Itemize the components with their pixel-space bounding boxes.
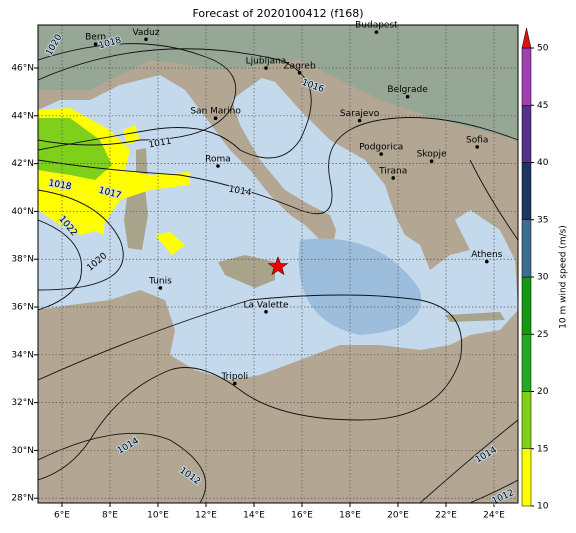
colorbar-tick-label: 25 (537, 330, 548, 340)
city-dot (379, 152, 384, 156)
colorbar-band (521, 334, 532, 392)
sardinia (124, 188, 148, 250)
city-label: Belgrade (387, 85, 428, 95)
y-tick-label: 44°N (11, 111, 34, 121)
x-tick-label: 12°E (195, 511, 217, 521)
event-star (267, 256, 289, 276)
title: Forecast of 2020100412 (f168) (192, 7, 363, 20)
city-dot (374, 30, 379, 34)
city-label: Sofia (466, 135, 488, 145)
colorbar-tick-label: 45 (537, 101, 548, 111)
isobar (38, 294, 463, 481)
city-label: Zagreb (284, 61, 316, 71)
wind-patch (90, 125, 185, 255)
city-dot (475, 145, 480, 149)
isobar (38, 219, 82, 311)
colorbar-tick-label: 20 (537, 387, 549, 397)
x-tick-label: 18°E (339, 511, 361, 521)
colorbar-band (521, 162, 532, 220)
y-tick-label: 40°N (11, 207, 34, 217)
isobar (469, 159, 518, 241)
city-label: Budapest (355, 21, 398, 31)
city-dot (264, 66, 268, 70)
city-dot (216, 164, 220, 168)
colorbar-band (521, 276, 532, 335)
colorbar-tick-label: 15 (537, 444, 548, 454)
y-tick-label: 46°N (11, 64, 34, 74)
city-dot (233, 381, 237, 386)
isobar (38, 189, 124, 291)
colorbar-tick-label: 50 (537, 44, 549, 54)
x-tick-label: 10°E (147, 511, 169, 521)
y-tick-label: 32°N (11, 398, 34, 408)
city-label: Sarajevo (340, 109, 380, 119)
colorbar-extend (521, 27, 532, 49)
x-tick-label: 20°E (387, 511, 409, 521)
y-tick-label: 28°N (11, 494, 34, 504)
city-dot (357, 118, 362, 123)
x-tick-label: 8°E (102, 511, 118, 521)
colorbar-band (521, 47, 532, 106)
city-label: Tunis (148, 276, 172, 286)
colorbar-label: 10 m wind speed (m/s) (559, 225, 569, 329)
crete (445, 312, 505, 322)
isobar (419, 419, 518, 503)
isobar (38, 48, 312, 159)
city-label: Tripoli (220, 372, 248, 382)
isobar (38, 43, 237, 146)
x-tick-label: 24°E (483, 511, 505, 521)
deep-sea (298, 238, 422, 335)
x-tick-label: 6°E (54, 511, 70, 521)
city-dot (158, 286, 163, 290)
frame (37, 24, 519, 504)
colorbar-band (521, 105, 532, 163)
city-dot (144, 37, 148, 42)
city-label: La Valette (244, 300, 289, 310)
city-dot (429, 159, 434, 164)
wind-patch (38, 118, 112, 180)
x-tick-label: 14°E (243, 511, 265, 521)
colorbar-tick-label: 10 (537, 502, 549, 512)
sicily (218, 255, 275, 288)
city-label: Roma (205, 155, 231, 165)
colorbar-band (521, 219, 532, 278)
city-label: Athens (471, 250, 502, 260)
isobar (38, 432, 207, 503)
city-dot (213, 116, 218, 121)
x-tick-label: 22°E (435, 511, 457, 521)
city-dot (264, 310, 268, 314)
colorbar-tick-label: 30 (537, 273, 549, 283)
colorbar-tick-label: 35 (537, 215, 548, 225)
city-dot (485, 259, 489, 264)
y-tick-label: 36°N (11, 303, 34, 313)
y-tick-label: 38°N (11, 255, 34, 265)
city-dot (391, 176, 396, 180)
x-tick-label: 16°E (291, 511, 313, 521)
y-tick-label: 30°N (11, 446, 34, 456)
colorbar-band (521, 448, 532, 507)
y-tick-label: 42°N (11, 159, 34, 169)
city-dot (405, 94, 410, 99)
city-label: San Marino (190, 107, 241, 117)
city-label: Skopje (417, 150, 447, 160)
city-label: Bern (85, 33, 106, 43)
colorbar-band (521, 391, 532, 449)
y-tick-label: 34°N (11, 350, 34, 360)
isobar (469, 479, 518, 503)
city-label: Vaduz (132, 28, 159, 38)
city-dot (297, 71, 302, 75)
city-label: Podgorica (359, 143, 403, 153)
city-label: Ljubljana (246, 57, 287, 67)
city-label: Tirana (378, 166, 407, 176)
colorbar-tick-label: 40 (537, 158, 549, 168)
city-dot (93, 42, 98, 46)
